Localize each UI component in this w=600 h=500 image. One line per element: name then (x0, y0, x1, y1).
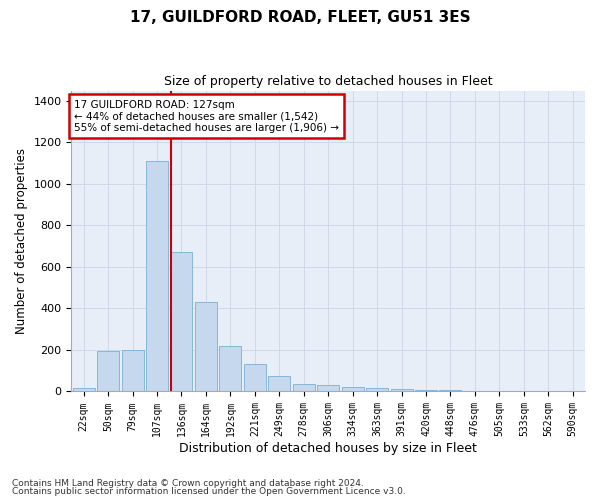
Bar (415, 390, 437, 392)
Bar (220, 346, 241, 392)
Text: 17 GUILDFORD ROAD: 127sqm
← 44% of detached houses are smaller (1,542)
55% of se: 17 GUILDFORD ROAD: 127sqm ← 44% of detac… (74, 100, 339, 133)
Text: Contains public sector information licensed under the Open Government Licence v3: Contains public sector information licen… (12, 487, 406, 496)
Text: Contains HM Land Registry data © Crown copyright and database right 2024.: Contains HM Land Registry data © Crown c… (12, 478, 364, 488)
Bar (439, 390, 461, 392)
Title: Size of property relative to detached houses in Fleet: Size of property relative to detached ho… (164, 75, 493, 88)
X-axis label: Distribution of detached houses by size in Fleet: Distribution of detached houses by size … (179, 442, 477, 455)
Bar (293, 384, 315, 392)
Bar (464, 391, 486, 392)
Bar (268, 376, 290, 392)
Bar (317, 385, 339, 392)
Y-axis label: Number of detached properties: Number of detached properties (15, 148, 28, 334)
Bar (122, 350, 143, 392)
Bar (170, 252, 193, 392)
Bar (97, 351, 119, 392)
Bar (391, 389, 413, 392)
Bar (146, 161, 168, 392)
Bar (195, 302, 217, 392)
Text: 17, GUILDFORD ROAD, FLEET, GU51 3ES: 17, GUILDFORD ROAD, FLEET, GU51 3ES (130, 10, 470, 25)
Bar (73, 388, 95, 392)
Bar (341, 388, 364, 392)
Bar (244, 364, 266, 392)
Bar (366, 388, 388, 392)
